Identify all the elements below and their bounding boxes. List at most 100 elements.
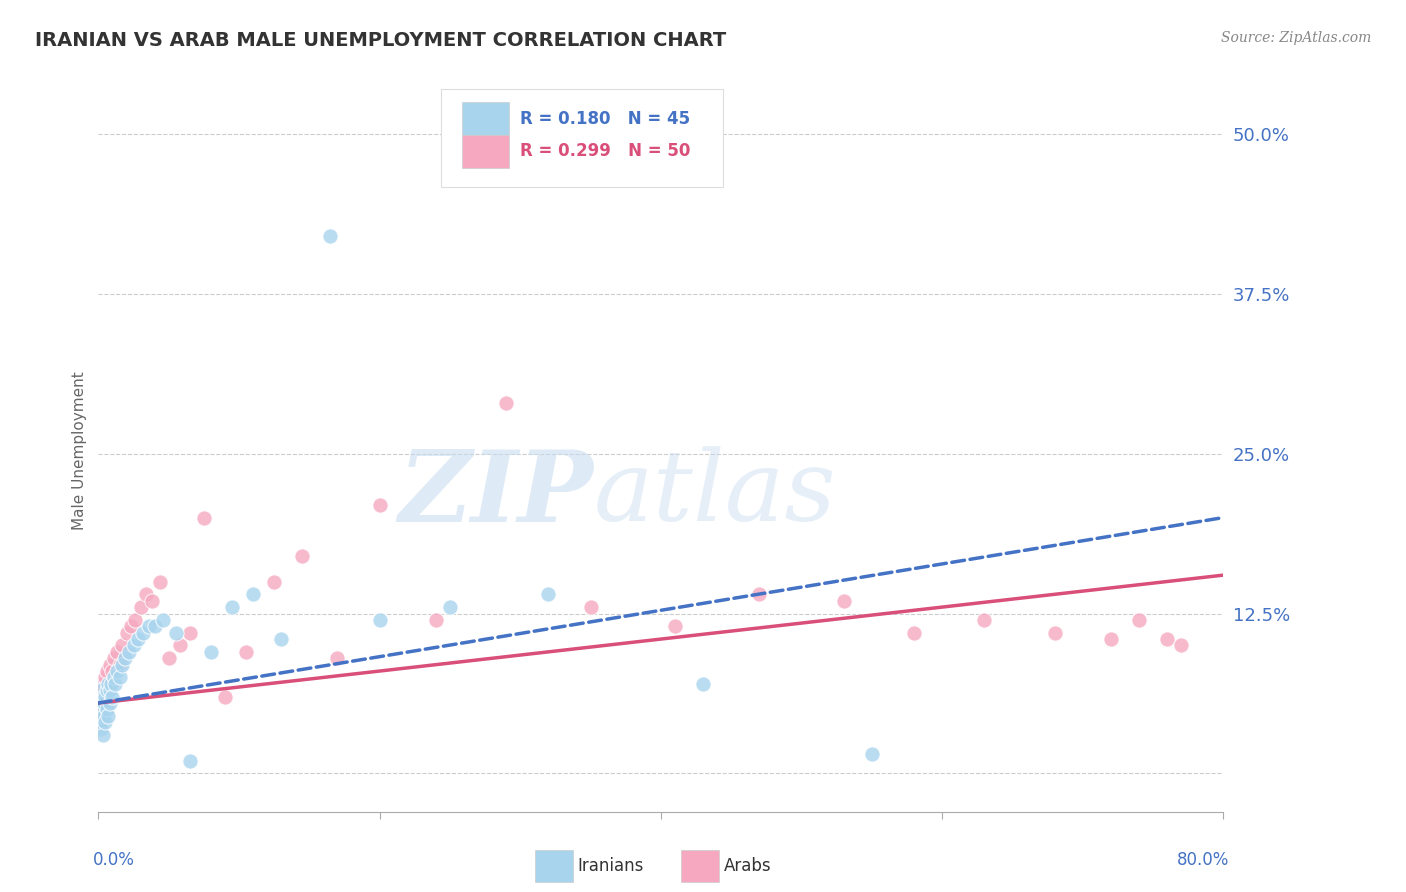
Point xyxy=(93,708,115,723)
Point xyxy=(98,696,121,710)
Point xyxy=(179,754,201,768)
Point xyxy=(90,702,112,716)
Point xyxy=(425,613,447,627)
Point xyxy=(93,696,115,710)
Point xyxy=(100,677,122,691)
Point xyxy=(973,613,995,627)
Text: 80.0%: 80.0% xyxy=(1177,852,1229,870)
Point xyxy=(495,395,517,409)
Point xyxy=(94,715,117,730)
Point xyxy=(242,587,264,601)
Point xyxy=(89,696,111,710)
Point xyxy=(94,690,117,704)
Point xyxy=(152,613,174,627)
Text: Iranians: Iranians xyxy=(578,857,644,875)
Point xyxy=(111,639,134,653)
Point xyxy=(115,625,138,640)
Point xyxy=(129,600,152,615)
Point xyxy=(179,625,201,640)
Y-axis label: Male Unemployment: Male Unemployment xyxy=(72,371,87,530)
Point xyxy=(1156,632,1178,646)
Point xyxy=(91,728,114,742)
Text: ZIP: ZIP xyxy=(398,446,593,542)
Point xyxy=(97,677,120,691)
Point xyxy=(537,587,560,601)
Point xyxy=(1099,632,1122,646)
Point xyxy=(221,600,243,615)
FancyBboxPatch shape xyxy=(681,850,720,882)
Point xyxy=(903,625,925,640)
Point xyxy=(96,702,118,716)
Point xyxy=(105,645,128,659)
FancyBboxPatch shape xyxy=(461,103,509,136)
Point xyxy=(165,625,187,640)
Point xyxy=(103,651,125,665)
Point xyxy=(860,747,883,761)
Point xyxy=(291,549,314,563)
Point xyxy=(579,600,602,615)
Point xyxy=(748,587,770,601)
Point xyxy=(90,702,112,716)
Point xyxy=(111,657,134,672)
Point xyxy=(235,645,257,659)
Text: IRANIAN VS ARAB MALE UNEMPLOYMENT CORRELATION CHART: IRANIAN VS ARAB MALE UNEMPLOYMENT CORREL… xyxy=(35,31,727,50)
Point xyxy=(104,677,127,691)
Point xyxy=(138,619,160,633)
Point xyxy=(127,632,149,646)
Point xyxy=(143,619,166,633)
Point xyxy=(1128,613,1150,627)
Point xyxy=(94,690,117,704)
Point xyxy=(200,645,222,659)
Point xyxy=(692,677,714,691)
Text: R = 0.299   N = 50: R = 0.299 N = 50 xyxy=(520,143,690,161)
FancyBboxPatch shape xyxy=(534,850,574,882)
Point xyxy=(96,683,118,698)
Point xyxy=(98,683,121,698)
Point xyxy=(439,600,461,615)
Point xyxy=(91,677,114,691)
Point xyxy=(89,715,111,730)
Point xyxy=(108,670,131,684)
FancyBboxPatch shape xyxy=(461,135,509,168)
Point xyxy=(114,651,136,665)
Point xyxy=(100,677,122,691)
Text: atlas: atlas xyxy=(593,446,837,541)
Point xyxy=(122,639,145,653)
Point xyxy=(124,613,146,627)
Point xyxy=(91,690,114,704)
Point xyxy=(93,696,115,710)
Text: R = 0.180   N = 45: R = 0.180 N = 45 xyxy=(520,110,690,128)
Point xyxy=(97,708,120,723)
Point xyxy=(120,619,142,633)
Text: 0.0%: 0.0% xyxy=(93,852,135,870)
Point xyxy=(101,690,124,704)
Point xyxy=(91,708,114,723)
Point xyxy=(97,683,120,698)
Point xyxy=(157,651,180,665)
Point xyxy=(141,593,163,607)
FancyBboxPatch shape xyxy=(441,89,723,186)
Point xyxy=(270,632,292,646)
Point xyxy=(89,715,111,730)
Point xyxy=(93,683,115,698)
Text: Source: ZipAtlas.com: Source: ZipAtlas.com xyxy=(1220,31,1371,45)
Point xyxy=(101,664,124,678)
Point xyxy=(90,690,112,704)
Point xyxy=(91,702,114,716)
Point xyxy=(132,625,155,640)
Point xyxy=(108,657,131,672)
Point xyxy=(96,664,118,678)
Point xyxy=(89,702,111,716)
Point xyxy=(135,587,157,601)
Point xyxy=(319,229,342,244)
Point xyxy=(368,613,391,627)
Point xyxy=(1043,625,1066,640)
Point xyxy=(118,645,141,659)
Point xyxy=(105,664,128,678)
Point xyxy=(664,619,686,633)
Point xyxy=(263,574,285,589)
Point xyxy=(214,690,236,704)
Point xyxy=(149,574,172,589)
Point xyxy=(193,510,215,524)
Point xyxy=(832,593,855,607)
